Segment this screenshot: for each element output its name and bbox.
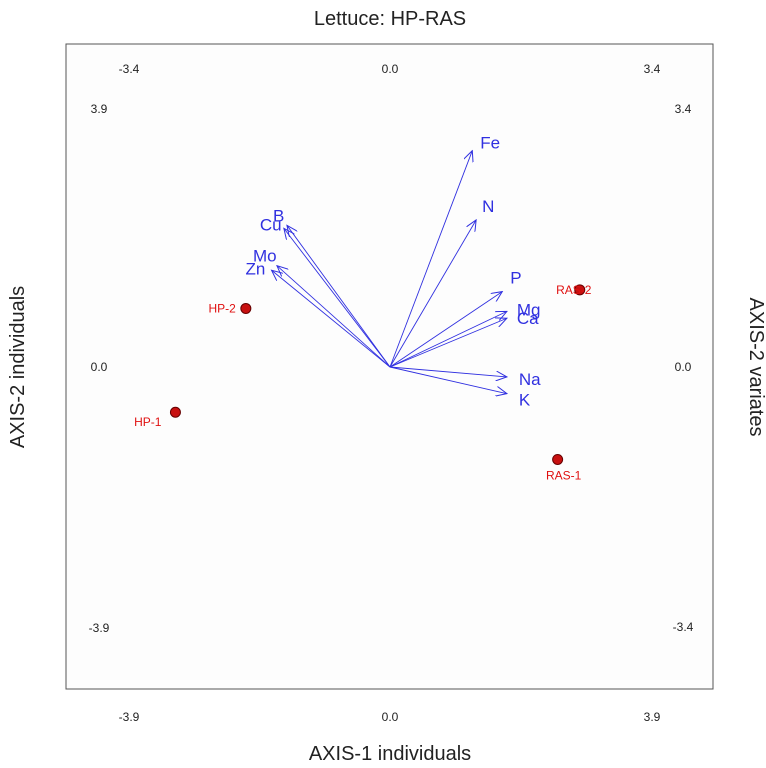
variate-label-fe: Fe	[480, 134, 500, 153]
variate-arrow-zn	[272, 270, 391, 368]
y-tick-left: 0.0	[91, 360, 108, 374]
variate-arrow-k	[389, 366, 507, 394]
variate-arrow-mo	[277, 266, 391, 368]
variate-arrow-n	[389, 220, 476, 368]
y-axis-label-right: AXIS-2 variates	[745, 298, 766, 437]
point-label-ras-2: RAS-2	[556, 283, 592, 297]
y-tick-right: 0.0	[675, 360, 692, 374]
variate-arrow-na	[389, 366, 507, 377]
point-hp-1	[169, 406, 181, 418]
point-label-ras-1: RAS-1	[546, 468, 582, 482]
chart-title: Lettuce: HP-RAS	[314, 8, 466, 30]
tick-labels: -3.9 0.0 3.9 -3.4 0.0 3.4 -3.9 0.0 3.9 -3.4 0.0 3.4	[89, 62, 694, 724]
individual-points: HP-1 HP-2 RAS-1 RAS-2	[134, 283, 592, 483]
y-tick-right: 3.4	[675, 102, 692, 116]
y-tick-left: -3.9	[89, 621, 110, 635]
variate-label-zn: Zn	[246, 259, 266, 278]
variate-label-na: Na	[519, 370, 541, 389]
y-tick-right: -3.4	[673, 620, 694, 634]
variate-arrow-b	[287, 225, 391, 368]
y-tick-left: 3.9	[91, 102, 108, 116]
x-tick-top: 0.0	[382, 62, 399, 76]
x-tick-top: 3.4	[644, 62, 661, 76]
x-axis-label: AXIS-1 individuals	[309, 743, 471, 765]
x-tick-bottom: 0.0	[382, 710, 399, 724]
point-hp-2	[240, 302, 252, 314]
variate-arrow-p	[389, 292, 502, 368]
point-label-hp-1: HP-1	[134, 415, 162, 429]
point-ras-2	[574, 284, 586, 296]
point-ras-1	[552, 453, 564, 465]
variate-label-k: K	[519, 391, 531, 410]
variate-arrow-fe	[389, 151, 472, 368]
variate-label-cu: Cu	[260, 215, 282, 234]
variate-arrow-cu	[284, 228, 391, 368]
variate-label-n: N	[482, 197, 494, 216]
variate-label-ca: Ca	[517, 309, 539, 328]
variate-arrow-mg	[389, 311, 507, 368]
point-label-hp-2: HP-2	[208, 301, 236, 315]
y-axis-label-left: AXIS-2 individuals	[7, 286, 29, 448]
x-tick-top: -3.4	[119, 62, 140, 76]
x-tick-bottom: -3.9	[119, 710, 140, 724]
variate-label-mo: Mo	[253, 247, 277, 266]
x-tick-bottom: 3.9	[644, 710, 661, 724]
variate-label-b: B	[273, 206, 284, 225]
variate-label-mg: Mg	[517, 300, 541, 319]
variate-arrow-ca	[389, 318, 507, 368]
variate-label-p: P	[510, 269, 521, 288]
